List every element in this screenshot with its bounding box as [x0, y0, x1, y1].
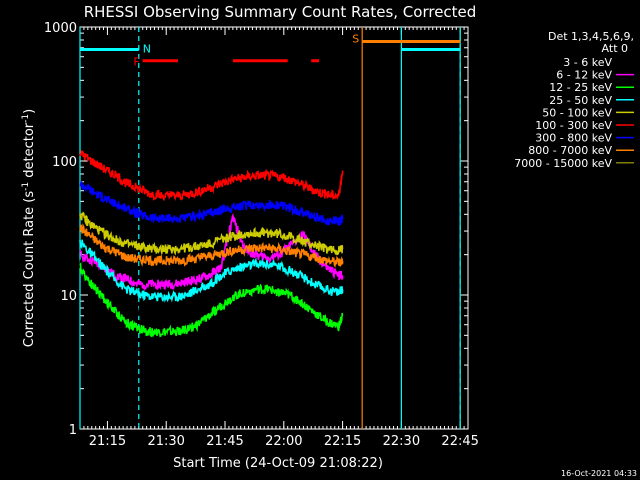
x-axis-label: Start Time (24-Oct-09 21:08:22) [173, 456, 383, 471]
y-axis-label: Corrected Count Rate (s-1 detector-1) [21, 109, 37, 347]
legend-label: 12 - 25 keV [549, 81, 612, 94]
series-line [79, 262, 344, 338]
x-tick-label: 21:15 [89, 434, 126, 449]
legend-label: 100 - 300 keV [535, 119, 612, 132]
y-tick-label: 1000 [44, 21, 77, 36]
x-tick-label: 22:45 [441, 434, 478, 449]
series-line [79, 150, 344, 202]
series-line [79, 239, 344, 303]
y-axis-label-part: -1 [21, 182, 31, 191]
legend-header-line: Att 0 [602, 42, 628, 55]
y-axis-label-part: -1 [21, 114, 31, 123]
x-axis: 21:15 21:30 21:45 22:00 22:15 22:30 22:45 [79, 27, 479, 449]
series-line [79, 181, 344, 227]
x-tick-label: 22:15 [324, 434, 361, 449]
legend-label: 25 - 50 keV [549, 94, 612, 107]
y-tick-label: 100 [52, 155, 77, 170]
observing-flags: N S F [80, 32, 461, 69]
x-tick-label: 22:00 [265, 434, 302, 449]
footer-timestamp: 16-Oct-2021 04:33 [561, 469, 637, 478]
chart-title: RHESSI Observing Summary Count Rates, Co… [84, 3, 477, 21]
y-tick-label: 10 [60, 289, 77, 304]
x-tick-label: 21:45 [206, 434, 243, 449]
legend-label: 800 - 7000 keV [528, 144, 612, 157]
flag-label: S [352, 32, 359, 45]
y-tick-label: 1 [69, 423, 77, 438]
y-axis-label-part: detector [22, 122, 37, 182]
series-group [79, 150, 344, 338]
y-axis-label-part: Corrected Count Rate (s [22, 191, 37, 348]
legend-label: 3 - 6 keV [563, 56, 612, 69]
x-tick-label: 22:30 [383, 434, 420, 449]
flag-label: N [143, 42, 151, 55]
flag-label: F [133, 56, 139, 69]
vertical-markers [79, 27, 461, 429]
legend-header-line: Det 1,3,4,5,6,9, [548, 30, 634, 43]
legend-label: 7000 - 15000 keV [514, 157, 612, 170]
x-tick-label: 21:30 [147, 434, 184, 449]
legend-label: 300 - 800 keV [535, 132, 612, 145]
legend-label: 6 - 12 keV [556, 69, 612, 82]
y-axis-label-part: ) [22, 109, 37, 114]
series-line [79, 211, 344, 256]
series-line [79, 223, 344, 269]
legend-label: 50 - 100 keV [542, 106, 612, 119]
